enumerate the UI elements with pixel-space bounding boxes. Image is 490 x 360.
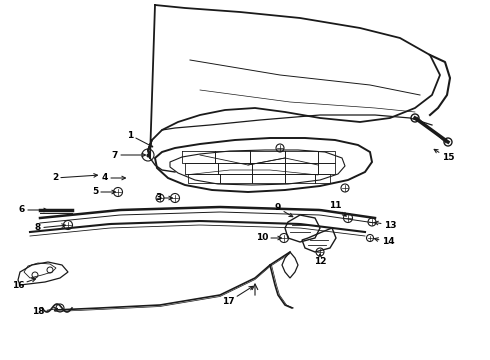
Text: 9: 9 bbox=[275, 203, 293, 217]
Text: 15: 15 bbox=[434, 149, 454, 162]
Text: 8: 8 bbox=[35, 224, 66, 233]
Text: 6: 6 bbox=[19, 206, 48, 215]
Text: 13: 13 bbox=[374, 220, 396, 230]
Text: 10: 10 bbox=[256, 234, 281, 243]
Text: 1: 1 bbox=[127, 130, 153, 147]
Text: 7: 7 bbox=[112, 150, 146, 159]
Text: 4: 4 bbox=[102, 174, 125, 183]
Text: 16: 16 bbox=[12, 278, 36, 289]
Text: 3: 3 bbox=[155, 194, 172, 202]
Text: 11: 11 bbox=[329, 201, 346, 216]
Text: 12: 12 bbox=[314, 254, 326, 266]
Text: 5: 5 bbox=[92, 188, 116, 197]
Text: 14: 14 bbox=[374, 238, 394, 247]
Text: 17: 17 bbox=[221, 286, 253, 306]
Text: 18: 18 bbox=[32, 307, 57, 316]
Text: 2: 2 bbox=[52, 174, 98, 183]
